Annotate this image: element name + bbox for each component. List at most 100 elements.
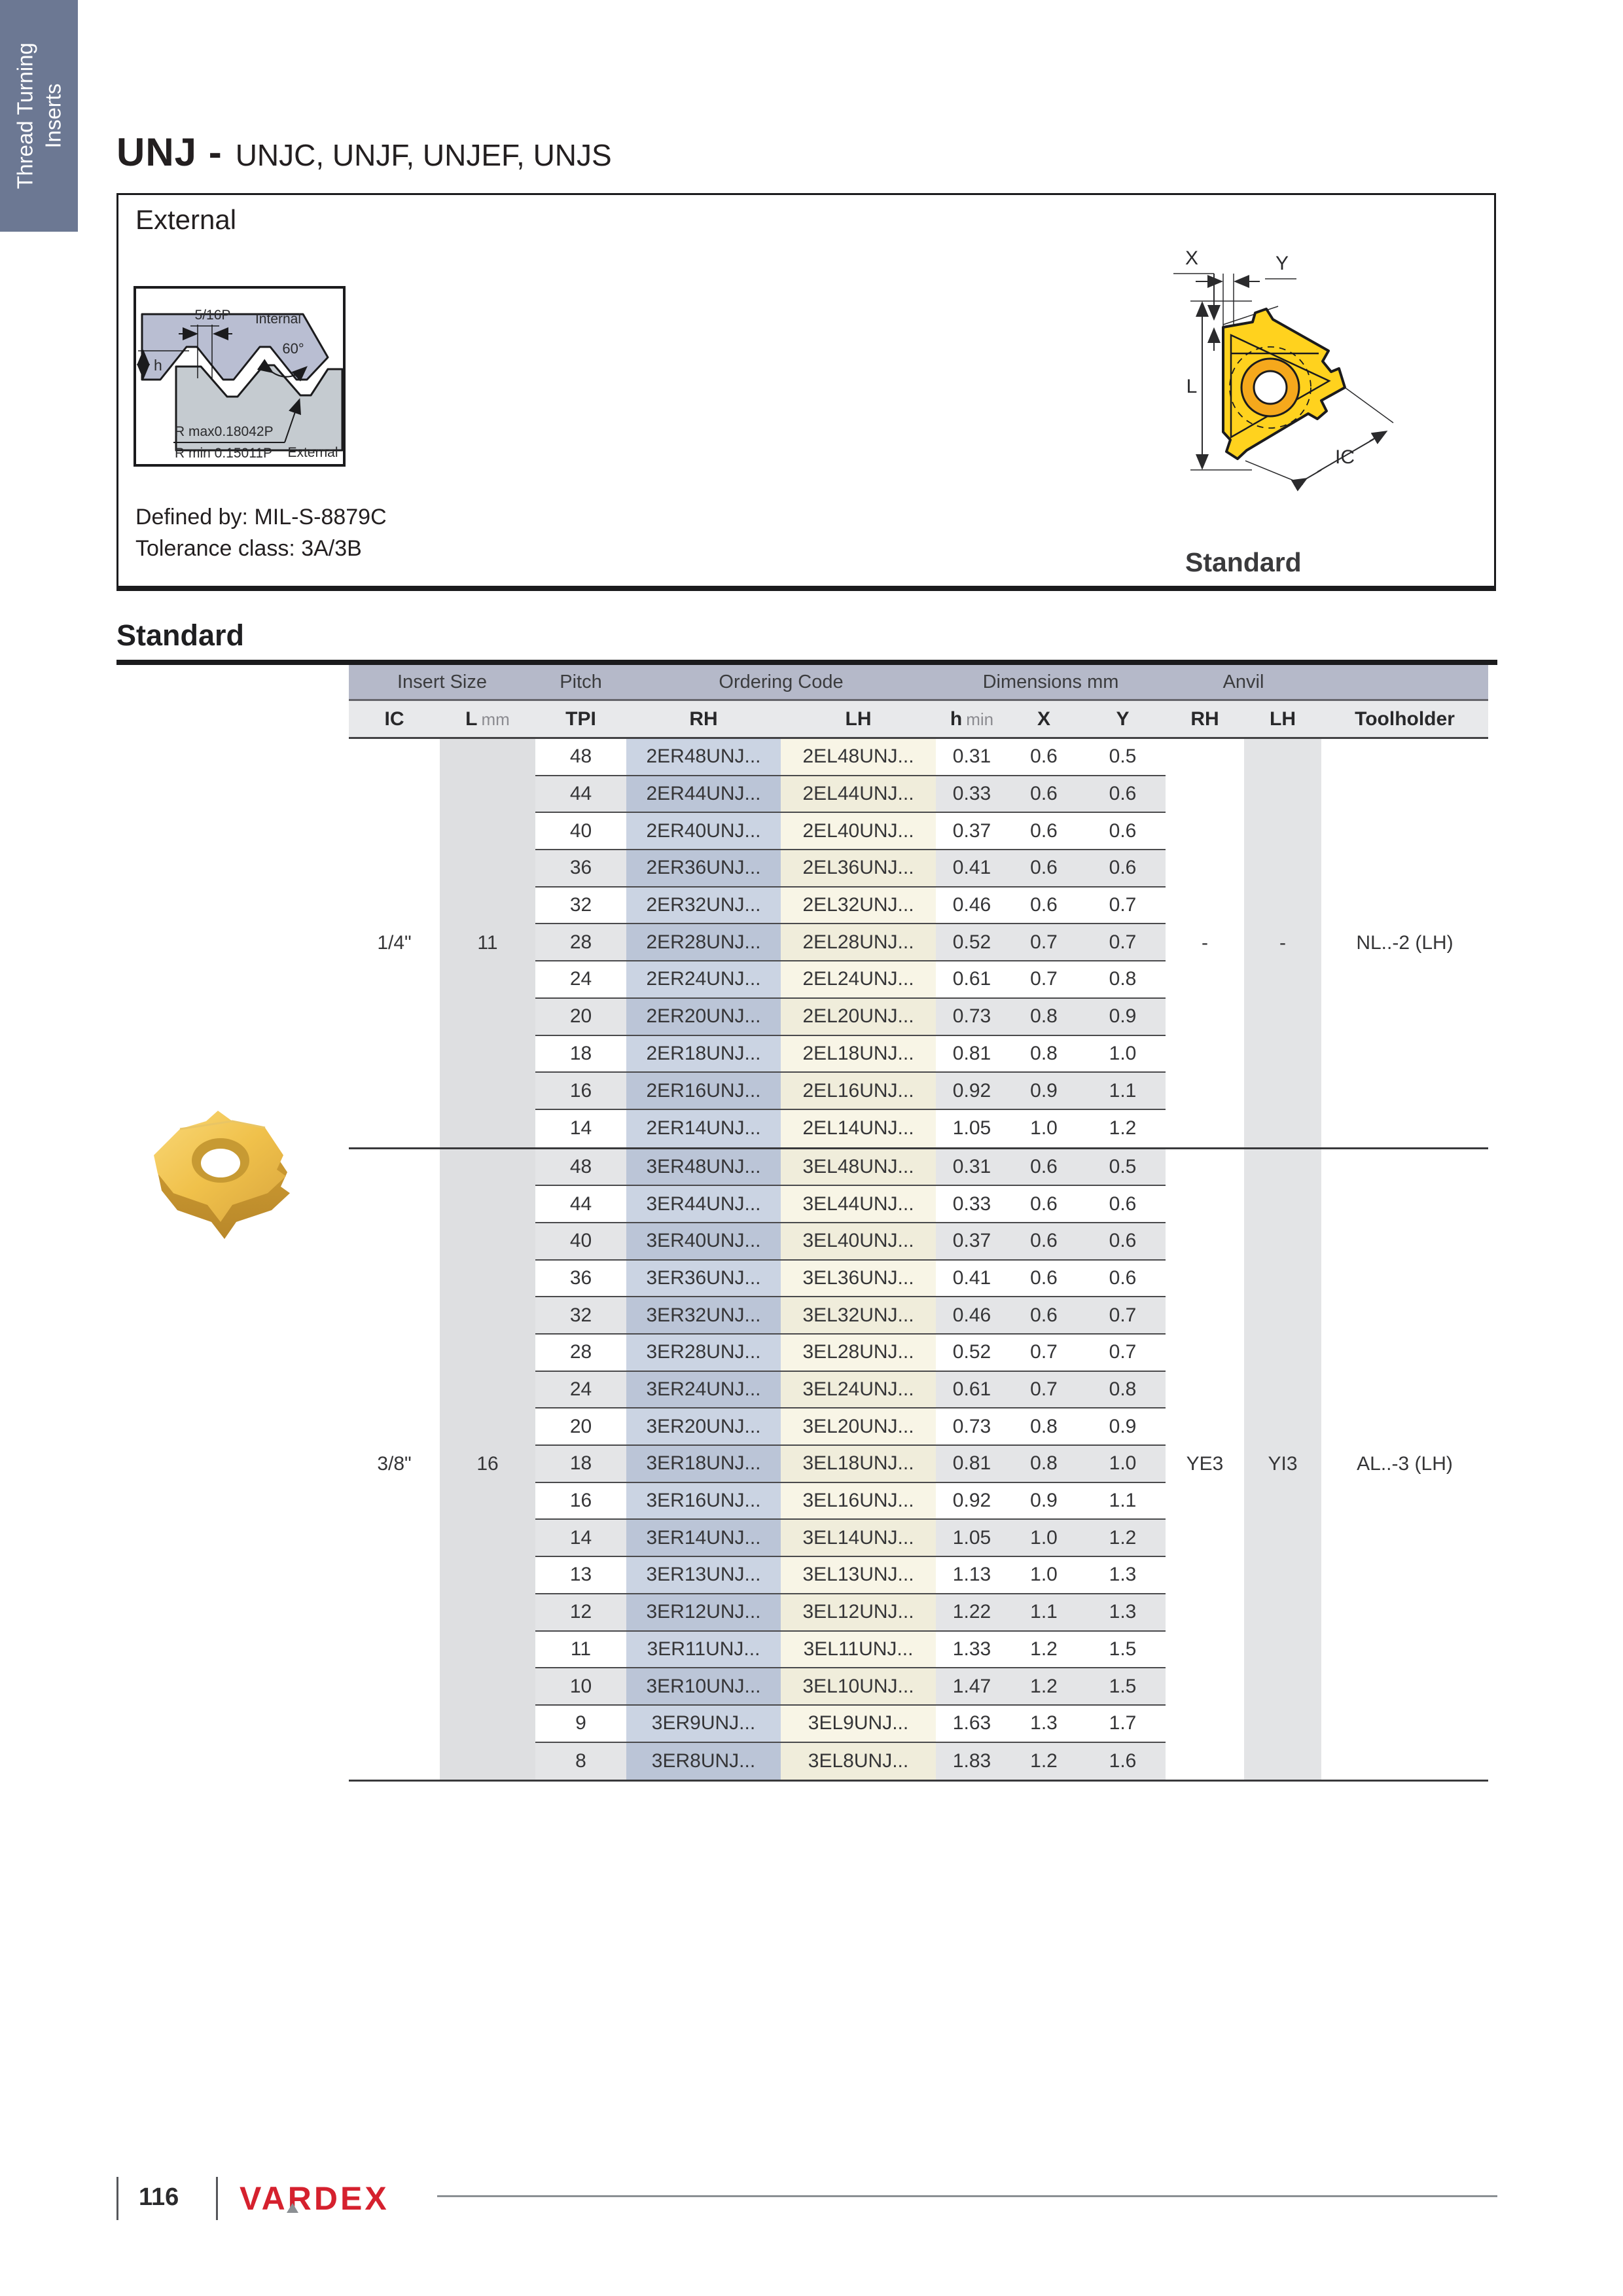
table-row: 40 2ER40UNJ... 2EL40UNJ... 0.37 0.6 0.6: [349, 813, 1488, 851]
ordering-lh-cell: 3EL24UNJ...: [781, 1371, 936, 1409]
x-cell: 1.2: [1008, 1631, 1080, 1669]
tpi-cell: 20: [535, 998, 626, 1036]
y-cell: 0.7: [1080, 1335, 1166, 1372]
anvil-lh-cell: [1244, 1297, 1321, 1335]
ordering-rh-cell: 3ER24UNJ...: [626, 1371, 781, 1409]
x-cell: 0.8: [1008, 1446, 1080, 1483]
x-dim-label: X: [1185, 247, 1198, 269]
ordering-rh-cell: 3ER8UNJ...: [626, 1742, 781, 1780]
y-cell: 1.1: [1080, 1073, 1166, 1110]
ordering-rh-cell: 3ER36UNJ...: [626, 1260, 781, 1298]
h-min-cell: 0.81: [936, 1035, 1008, 1073]
ordering-rh-cell: 3ER16UNJ...: [626, 1482, 781, 1520]
pitch-label: 5/16P: [195, 308, 231, 323]
col-lh: LH: [845, 708, 872, 730]
x-cell: 0.6: [1008, 1223, 1080, 1261]
tpi-cell: 18: [535, 1446, 626, 1483]
l-mm-cell: [440, 1223, 535, 1261]
table-row: 24 2ER24UNJ... 2EL24UNJ... 0.61 0.7 0.8: [349, 961, 1488, 999]
l-mm-cell: [440, 1073, 535, 1110]
y-cell: 1.2: [1080, 1520, 1166, 1558]
x-cell: 0.7: [1008, 1371, 1080, 1409]
l-mm-cell: [440, 1408, 535, 1446]
anvil-lh-cell: [1244, 1631, 1321, 1669]
table-row: 16 2ER16UNJ... 2EL16UNJ... 0.92 0.9 1.1: [349, 1073, 1488, 1110]
ordering-rh-cell: 2ER24UNJ...: [626, 961, 781, 999]
l-mm-cell: [440, 1557, 535, 1594]
table-row: 36 2ER36UNJ... 2EL36UNJ... 0.41 0.6 0.6: [349, 850, 1488, 888]
table-row: 9 3ER9UNJ... 3EL9UNJ... 1.63 1.3 1.7: [349, 1705, 1488, 1743]
anvil-lh-cell: [1244, 1482, 1321, 1520]
ordering-rh-cell: 3ER9UNJ...: [626, 1705, 781, 1743]
col-toolholder: Toolholder: [1355, 708, 1455, 730]
x-cell: 1.1: [1008, 1594, 1080, 1632]
h-min-cell: 0.73: [936, 998, 1008, 1036]
toolholder-label: NL..-2 (LH): [1356, 931, 1454, 954]
ordering-rh-cell: 3ER18UNJ...: [626, 1446, 781, 1483]
table-row: 14 3ER14UNJ... 3EL14UNJ... 1.05 1.0 1.2: [349, 1520, 1488, 1558]
anvil-lh-cell: [1244, 1408, 1321, 1446]
ordering-rh-cell: 3ER48UNJ...: [626, 1149, 781, 1187]
tpi-cell: 20: [535, 1408, 626, 1446]
panel-notes: Defined by: MIL-S-8879C Tolerance class:…: [135, 501, 387, 565]
ordering-lh-cell: 3EL12UNJ...: [781, 1594, 936, 1632]
y-cell: 0.5: [1080, 1149, 1166, 1187]
l-mm-cell: [440, 1482, 535, 1520]
tpi-cell: 44: [535, 776, 626, 814]
l-mm-cell: [440, 1035, 535, 1073]
tpi-cell: 28: [535, 1335, 626, 1372]
col-x: X: [1037, 708, 1050, 730]
ordering-lh-cell: 3EL11UNJ...: [781, 1631, 936, 1669]
tpi-cell: 48: [535, 739, 626, 776]
table-section: 48 3ER48UNJ... 3EL48UNJ... 0.31 0.6 0.5 44 3ER4…: [349, 1149, 1488, 1780]
internal-label: Internal: [255, 312, 301, 327]
tpi-cell: 13: [535, 1557, 626, 1594]
anvil-lh-cell: [1244, 961, 1321, 999]
x-cell: 0.6: [1008, 739, 1080, 776]
y-cell: 0.8: [1080, 1371, 1166, 1409]
l-mm-cell: [440, 998, 535, 1036]
y-cell: 0.6: [1080, 776, 1166, 814]
l-mm-cell: [440, 1668, 535, 1706]
ordering-lh-cell: 3EL13UNJ...: [781, 1557, 936, 1594]
x-cell: 0.7: [1008, 1335, 1080, 1372]
subheader-divider: [349, 737, 1488, 739]
l-mm-cell: [440, 961, 535, 999]
table-row: 28 2ER28UNJ... 2EL28UNJ... 0.52 0.7 0.7: [349, 924, 1488, 962]
ordering-rh-cell: 3ER13UNJ...: [626, 1557, 781, 1594]
h-min-cell: 1.63: [936, 1705, 1008, 1743]
anvil-lh-cell: [1244, 776, 1321, 814]
sidebar-tab-line2: Inserts: [40, 83, 65, 149]
table-row: 40 3ER40UNJ... 3EL40UNJ... 0.37 0.6 0.6: [349, 1223, 1488, 1261]
y-cell: 0.6: [1080, 1223, 1166, 1261]
y-cell: 0.6: [1080, 1260, 1166, 1298]
anvil-lh-cell: [1244, 1335, 1321, 1372]
l-mm-cell: [440, 1705, 535, 1743]
anvil-lh-cell: [1244, 1223, 1321, 1261]
x-cell: 0.6: [1008, 1186, 1080, 1223]
anvil-lh-cell: [1244, 850, 1321, 888]
l-mm-cell: [440, 813, 535, 851]
table-group-header: Insert Size Pitch Ordering Code Dimensio…: [349, 665, 1488, 699]
l-dim-label: L: [1186, 376, 1198, 397]
h-min-cell: 0.52: [936, 924, 1008, 962]
table-section: 48 2ER48UNJ... 2EL48UNJ... 0.31 0.6 0.5 44 2ER4…: [349, 739, 1488, 1147]
group-header-ordering-code: Ordering Code: [719, 671, 844, 692]
x-cell: 0.8: [1008, 998, 1080, 1036]
x-cell: 0.6: [1008, 1149, 1080, 1187]
col-anvil-rh: RH: [1190, 708, 1219, 730]
insert-size-ic-label: 1/4": [377, 931, 412, 954]
col-y: Y: [1116, 708, 1130, 730]
h-min-cell: 0.81: [936, 1446, 1008, 1483]
x-cell: 1.2: [1008, 1668, 1080, 1706]
title-models: UNJC, UNJF, UNJEF, UNJS: [235, 138, 612, 172]
table-row: 11 3ER11UNJ... 3EL11UNJ... 1.33 1.2 1.5: [349, 1631, 1488, 1669]
l-mm-cell: [440, 1446, 535, 1483]
table-row: 44 2ER44UNJ... 2EL44UNJ... 0.33 0.6 0.6: [349, 776, 1488, 814]
anvil-lh-cell: [1244, 813, 1321, 851]
y-cell: 0.7: [1080, 1297, 1166, 1335]
h-min-cell: 0.37: [936, 813, 1008, 851]
page-number: 116: [139, 2183, 179, 2211]
ordering-lh-cell: 3EL18UNJ...: [781, 1446, 936, 1483]
ordering-lh-cell: 3EL32UNJ...: [781, 1297, 936, 1335]
